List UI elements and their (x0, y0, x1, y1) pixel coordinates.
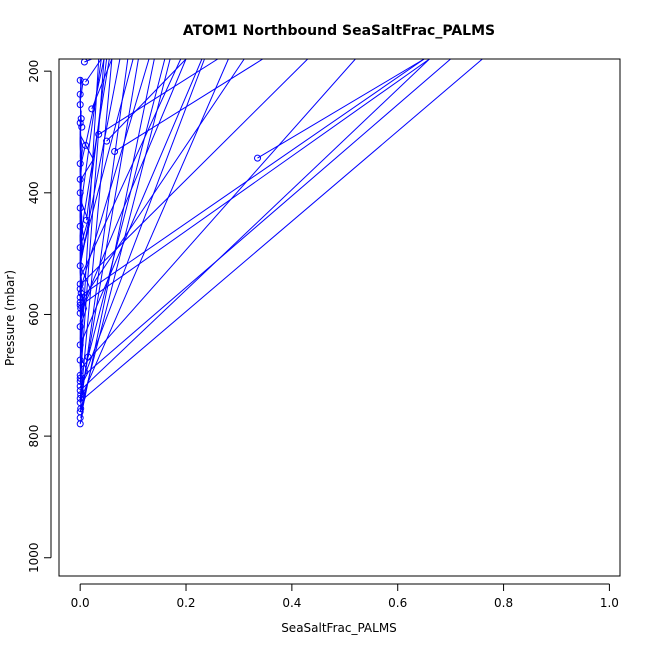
data-point (77, 115, 85, 123)
data-point (77, 289, 85, 297)
data-point (84, 353, 92, 361)
data-point (78, 123, 86, 131)
data-point (76, 341, 84, 349)
data-point (76, 175, 84, 183)
data-point (95, 130, 103, 138)
series-line (114, 59, 264, 152)
series-line (79, 59, 150, 291)
series-line (79, 59, 139, 403)
series-line (79, 59, 100, 367)
x-tick-label: 0.2 (176, 596, 195, 610)
data-point (76, 374, 84, 382)
series-line (79, 59, 187, 312)
x-tick-label: 0.0 (71, 596, 90, 610)
series-line (80, 59, 110, 236)
x-tick-label: 1.0 (600, 596, 619, 610)
data-point (76, 298, 84, 306)
plot-content (76, 59, 483, 428)
data-point (76, 371, 84, 379)
data-point (76, 262, 84, 270)
series-line (106, 59, 187, 142)
series-line (79, 59, 102, 212)
data-point (82, 141, 89, 149)
y-tick-label: 200 (27, 60, 41, 83)
data-point (76, 399, 84, 407)
series-line (79, 110, 94, 266)
data-point (76, 394, 84, 402)
data-point (111, 148, 119, 155)
series-line (81, 59, 134, 254)
data-point (76, 408, 84, 416)
plot-frame (58, 58, 621, 577)
series-line (79, 59, 430, 391)
data-point (76, 280, 84, 288)
series-line (80, 59, 245, 303)
data-point (77, 391, 85, 399)
series-line (79, 59, 425, 297)
data-point (76, 293, 84, 301)
data-point (76, 90, 84, 98)
data-point (83, 216, 90, 224)
series-line (80, 59, 309, 285)
x-tick-label: 0.4 (282, 596, 301, 610)
x-tick-label: 0.8 (494, 596, 513, 610)
data-point (76, 222, 84, 230)
data-point (254, 154, 261, 162)
data-point (76, 382, 84, 390)
series-line (80, 59, 451, 379)
series-line (79, 77, 83, 169)
data-point (76, 204, 84, 212)
series-line (80, 59, 155, 419)
axes: 0.0 0.2 0.4 0.6 0.8 1.0 200 400 600 800 1000 (27, 58, 621, 610)
y-tick-label: 600 (27, 303, 41, 326)
y-tick-label: 400 (27, 181, 41, 204)
data-point (76, 323, 84, 331)
data-point (76, 189, 84, 197)
data-point (76, 244, 84, 252)
x-axis-label: SeaSaltFrac_PALMS (281, 621, 397, 635)
series-line (85, 59, 102, 83)
data-point (76, 414, 84, 422)
series-line (79, 59, 182, 279)
y-tick-label: 800 (27, 425, 41, 448)
data-point (76, 301, 84, 309)
series-line (79, 59, 203, 346)
data-point (76, 101, 84, 109)
series-line (257, 59, 425, 159)
data-point (80, 59, 88, 66)
data-point (76, 387, 84, 394)
series-line (80, 59, 113, 394)
series-line (87, 59, 166, 358)
data-point (76, 356, 84, 364)
series-line (79, 59, 121, 266)
data-point (76, 119, 84, 127)
series-line (79, 59, 356, 370)
series-line (80, 59, 430, 306)
series-line (86, 59, 108, 221)
chart-title: ATOM1 Northbound SeaSaltFrac_PALMS (183, 23, 495, 39)
data-point (88, 105, 96, 113)
y-tick-label: 1000 (27, 542, 41, 573)
data-point (76, 285, 84, 293)
data-point (103, 137, 111, 145)
series-line (79, 59, 129, 409)
data-point (76, 309, 84, 317)
data-point (76, 76, 84, 84)
series-line (85, 59, 105, 146)
data-point (76, 160, 84, 168)
series-line (80, 59, 483, 402)
series-line (81, 59, 229, 397)
series-line (98, 59, 219, 135)
y-axis-label: Pressure (mbar) (3, 270, 17, 366)
x-tick-label: 0.6 (388, 596, 407, 610)
